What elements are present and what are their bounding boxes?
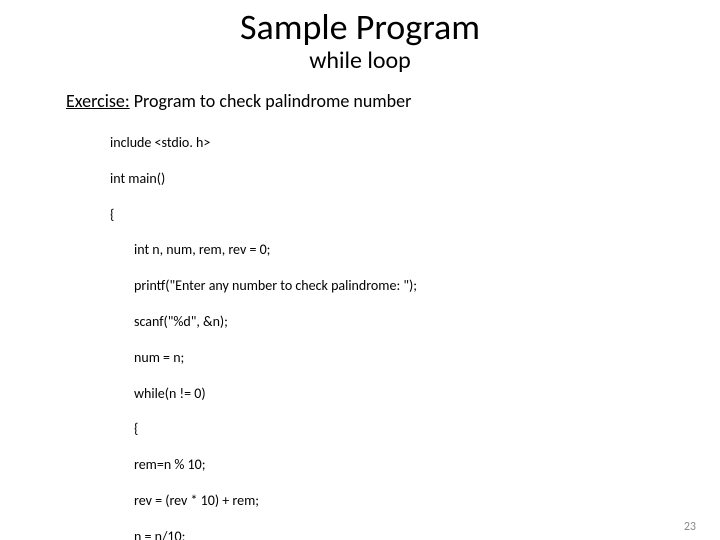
code-line: { (110, 206, 720, 224)
exercise-label: Exercise: (66, 90, 130, 112)
slide-subtitle: while loop (0, 48, 720, 74)
code-line: rev = (rev * 10) + rem; (110, 492, 720, 510)
slide: Sample Program while loop Exercise: Prog… (0, 8, 720, 540)
exercise-line: Exercise: Program to check palindrome nu… (66, 90, 720, 112)
code-line: while(n != 0) (110, 385, 720, 403)
code-line: rem=n % 10; (110, 456, 720, 474)
code-line: n = n/10; (110, 528, 720, 540)
slide-title: Sample Program (0, 8, 720, 48)
code-line: int n, num, rem, rev = 0; (110, 241, 720, 259)
code-line: int main() (110, 170, 720, 188)
code-line: num = n; (110, 349, 720, 367)
code-line: printf("Enter any number to check palind… (110, 277, 720, 295)
page-number: 23 (684, 520, 696, 534)
code-line: scanf("%d", &n); (110, 313, 720, 331)
code-line: include <stdio. h> (110, 134, 720, 152)
code-block: include <stdio. h> int main() { int n, n… (110, 116, 720, 540)
exercise-text: Program to check palindrome number (130, 90, 412, 112)
code-line: { (110, 420, 720, 438)
